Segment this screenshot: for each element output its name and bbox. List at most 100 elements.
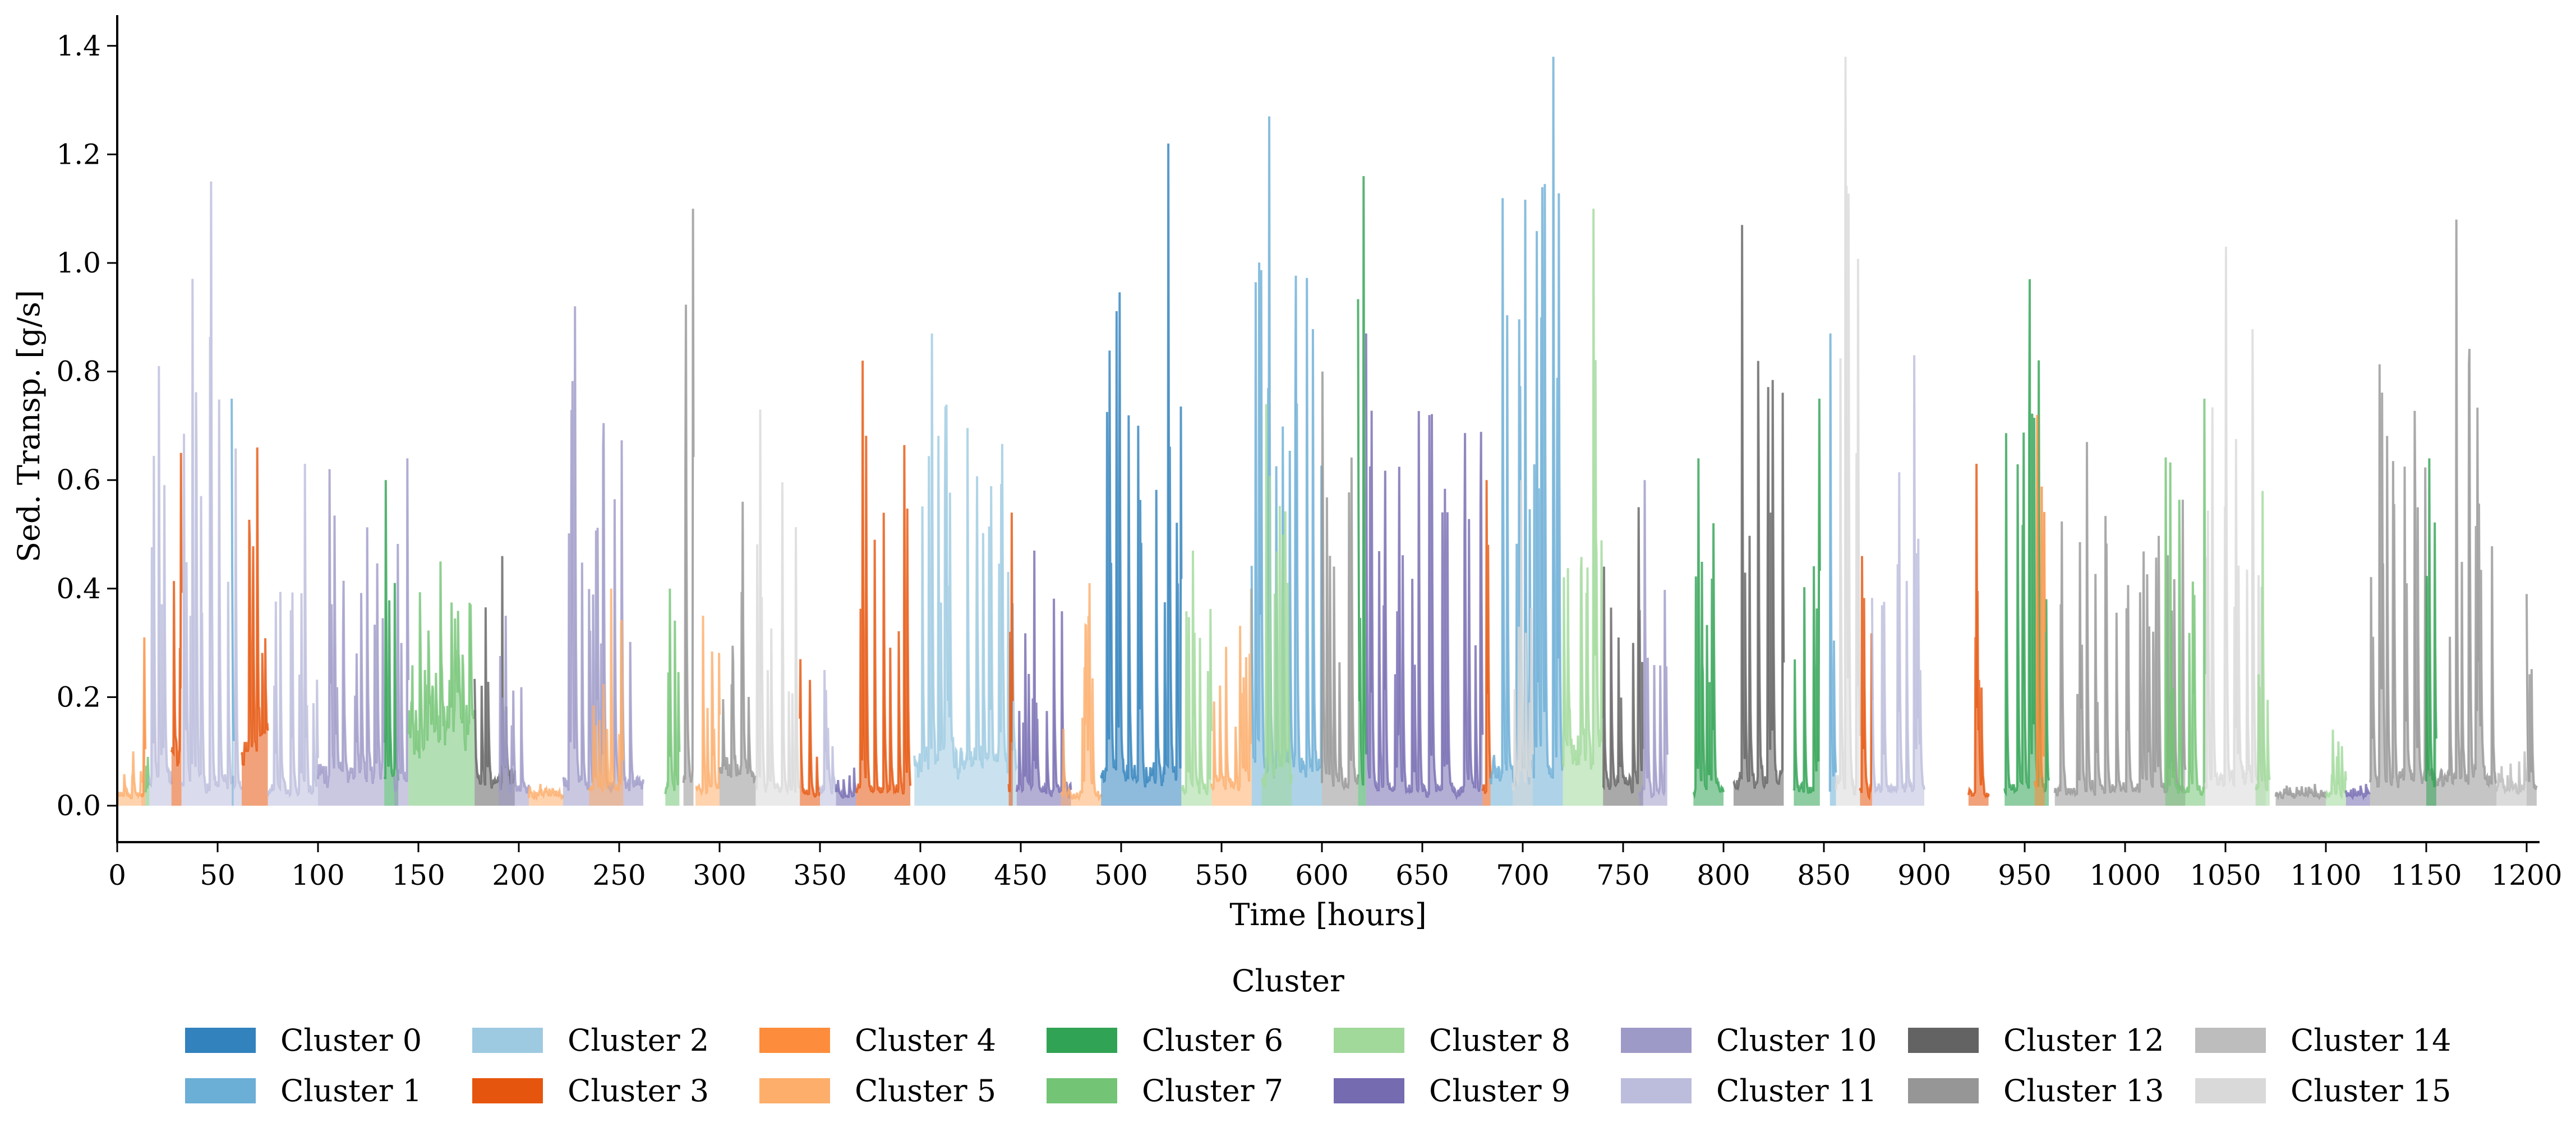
series-line-cluster-10	[497, 616, 530, 794]
legend-label: Cluster 14	[2291, 1022, 2451, 1058]
series-line-cluster-15	[1835, 57, 1861, 796]
legend-label: Cluster 5	[855, 1073, 997, 1108]
y-tick-label: 0.4	[56, 572, 101, 605]
series-line-cluster-12	[473, 556, 516, 790]
x-tick-label: 250	[592, 859, 646, 891]
series-line-cluster-15	[754, 409, 801, 796]
series-line-cluster-10	[393, 458, 410, 792]
x-tick-label: 50	[200, 859, 236, 891]
legend-label: Cluster 6	[1142, 1022, 1284, 1058]
x-tick-label: 400	[893, 859, 947, 891]
series-line-cluster-12	[1602, 507, 1644, 794]
legend-swatch	[185, 1027, 256, 1053]
series-line-cluster-6	[383, 480, 400, 781]
series-line-cluster-13	[2526, 594, 2538, 790]
legend-label: Cluster 4	[855, 1022, 997, 1058]
legend-label: Cluster 15	[2291, 1073, 2451, 1108]
y-tick-label: 1.0	[56, 247, 101, 279]
series-line-cluster-6	[1357, 176, 1367, 786]
series-line-cluster-0	[1100, 143, 1183, 788]
series-line-cluster-3	[241, 447, 269, 766]
series-line-cluster-6	[2425, 458, 2437, 788]
legend-grid: Cluster 0 Cluster 1 Cluster 2 Cluster 3 Clus…	[185, 1015, 2482, 1116]
y-tick-label: 0.2	[56, 681, 101, 713]
legend-swatch	[2195, 1078, 2266, 1103]
legend-label: Cluster 10	[1716, 1022, 1877, 1058]
series-line-cluster-15	[1512, 480, 1534, 791]
series-line-cluster-3	[1859, 556, 1873, 801]
x-tick-label: 700	[1496, 859, 1549, 891]
legend-swatch	[1334, 1078, 1404, 1103]
x-tick-label: 200	[492, 859, 545, 891]
legend-item: Cluster 15	[2195, 1065, 2482, 1116]
series-line-cluster-9	[835, 768, 857, 799]
x-axis-label: Time [hours]	[1229, 897, 1426, 932]
x-tick-label: 500	[1094, 859, 1148, 891]
series-line-cluster-3	[1007, 512, 1014, 793]
series-line-cluster-6	[1692, 458, 1725, 800]
legend-label: Cluster 12	[2003, 1022, 2164, 1058]
series-line-cluster-11	[148, 366, 173, 788]
legend-label: Cluster 2	[568, 1022, 709, 1058]
legend-item: Cluster 12	[1908, 1015, 2195, 1065]
x-tick-label: 100	[291, 859, 344, 891]
x-tick-label: 350	[793, 859, 846, 891]
series-line-cluster-10	[562, 306, 644, 794]
series-line-cluster-5	[1059, 583, 1102, 802]
legend-swatch	[2195, 1027, 2266, 1053]
series-line-cluster-13	[1321, 371, 1360, 791]
legend-label: Cluster 0	[280, 1022, 422, 1058]
legend-swatch	[185, 1078, 256, 1103]
series-line-cluster-7	[407, 561, 476, 759]
y-ticks: 0.0 0.2 0.4 0.6 0.8 1.0 1.2 1.4	[56, 30, 117, 822]
series-line-cluster-8	[2325, 729, 2347, 800]
x-tick-label: 1100	[2290, 859, 2361, 891]
series-line-cluster-3	[855, 361, 912, 795]
series-line-cluster-9	[2344, 784, 2371, 801]
series-line-cluster-2	[913, 333, 1018, 780]
series-line-cluster-12	[1732, 225, 1785, 792]
legend-item: Cluster 3	[472, 1065, 759, 1116]
series-line-cluster-3	[1967, 464, 1990, 799]
series-line-cluster-5	[1210, 588, 1253, 792]
x-tick-label: 650	[1395, 859, 1449, 891]
x-tick-label: 750	[1596, 859, 1649, 891]
x-tick-label: 950	[1998, 859, 2051, 891]
legend-swatch	[1047, 1078, 1117, 1103]
series-line-cluster-11	[819, 669, 837, 794]
y-axis-label: Sed. Transp. [g/s]	[11, 290, 47, 562]
series-line-cluster-8	[1561, 209, 1605, 770]
legend-swatch	[759, 1078, 830, 1103]
series-line-cluster-13	[2274, 784, 2327, 801]
x-tick-label: 300	[693, 859, 746, 891]
legend-title: Cluster	[1232, 963, 1344, 999]
legend-item: Cluster 2	[472, 1015, 759, 1065]
legend-item: Cluster 9	[1334, 1065, 1621, 1116]
series-line-cluster-7	[2164, 398, 2207, 796]
series-line-cluster-4	[140, 637, 147, 798]
legend-item: Cluster 4	[759, 1015, 1047, 1065]
series-line-cluster-14	[2495, 751, 2528, 795]
x-tick-label: 1150	[2390, 859, 2462, 891]
x-tick-label: 900	[1897, 859, 1951, 891]
x-tick-label: 1000	[2089, 859, 2160, 891]
legend-item: Cluster 11	[1621, 1065, 1908, 1116]
legend-swatch	[1334, 1027, 1404, 1053]
legend-swatch	[1908, 1078, 1979, 1103]
series-line-cluster-1	[1828, 333, 1837, 792]
series-area-cluster-15	[1836, 57, 1860, 806]
legend-swatch	[472, 1078, 543, 1103]
legend-label: Cluster 9	[1429, 1073, 1571, 1108]
series-line-cluster-13	[2368, 219, 2497, 789]
x-tick-label: 550	[1195, 859, 1248, 891]
chart: 0 50 100 150 200 250 300 350 400 450 500 550 600 650 7…	[11, 15, 2563, 932]
x-tick-label: 800	[1697, 859, 1750, 891]
x-ticks: 0 50 100 150 200 250 300 350 400 450 500 550 600 650 7…	[108, 842, 2563, 891]
series-line-cluster-7	[664, 588, 681, 794]
series-line-cluster-4	[2033, 414, 2046, 788]
y-tick-label: 0.8	[56, 355, 101, 388]
legend-label: Cluster 3	[568, 1073, 709, 1108]
series-line-cluster-3	[799, 659, 821, 798]
legend-item: Cluster 10	[1621, 1015, 1908, 1065]
x-tick-label: 150	[391, 859, 445, 891]
